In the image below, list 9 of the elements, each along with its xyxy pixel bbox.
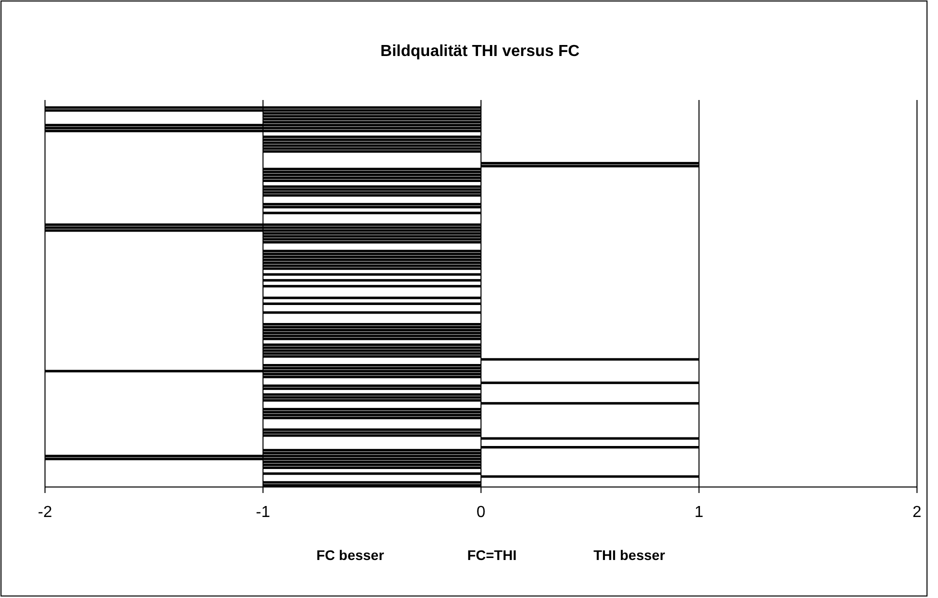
text: THI besser [593, 547, 666, 563]
x-tick-label: 0 [476, 504, 486, 521]
chart-title: Bildqualität THI versus FC [380, 43, 580, 60]
x-tick-label: 1 [694, 504, 704, 521]
x-tick-label: -1 [256, 504, 270, 521]
text: FC=THI [467, 547, 517, 563]
text: FC besser [316, 547, 385, 563]
x-tick-label: -2 [38, 504, 52, 521]
x-tick-label: 2 [912, 504, 922, 521]
